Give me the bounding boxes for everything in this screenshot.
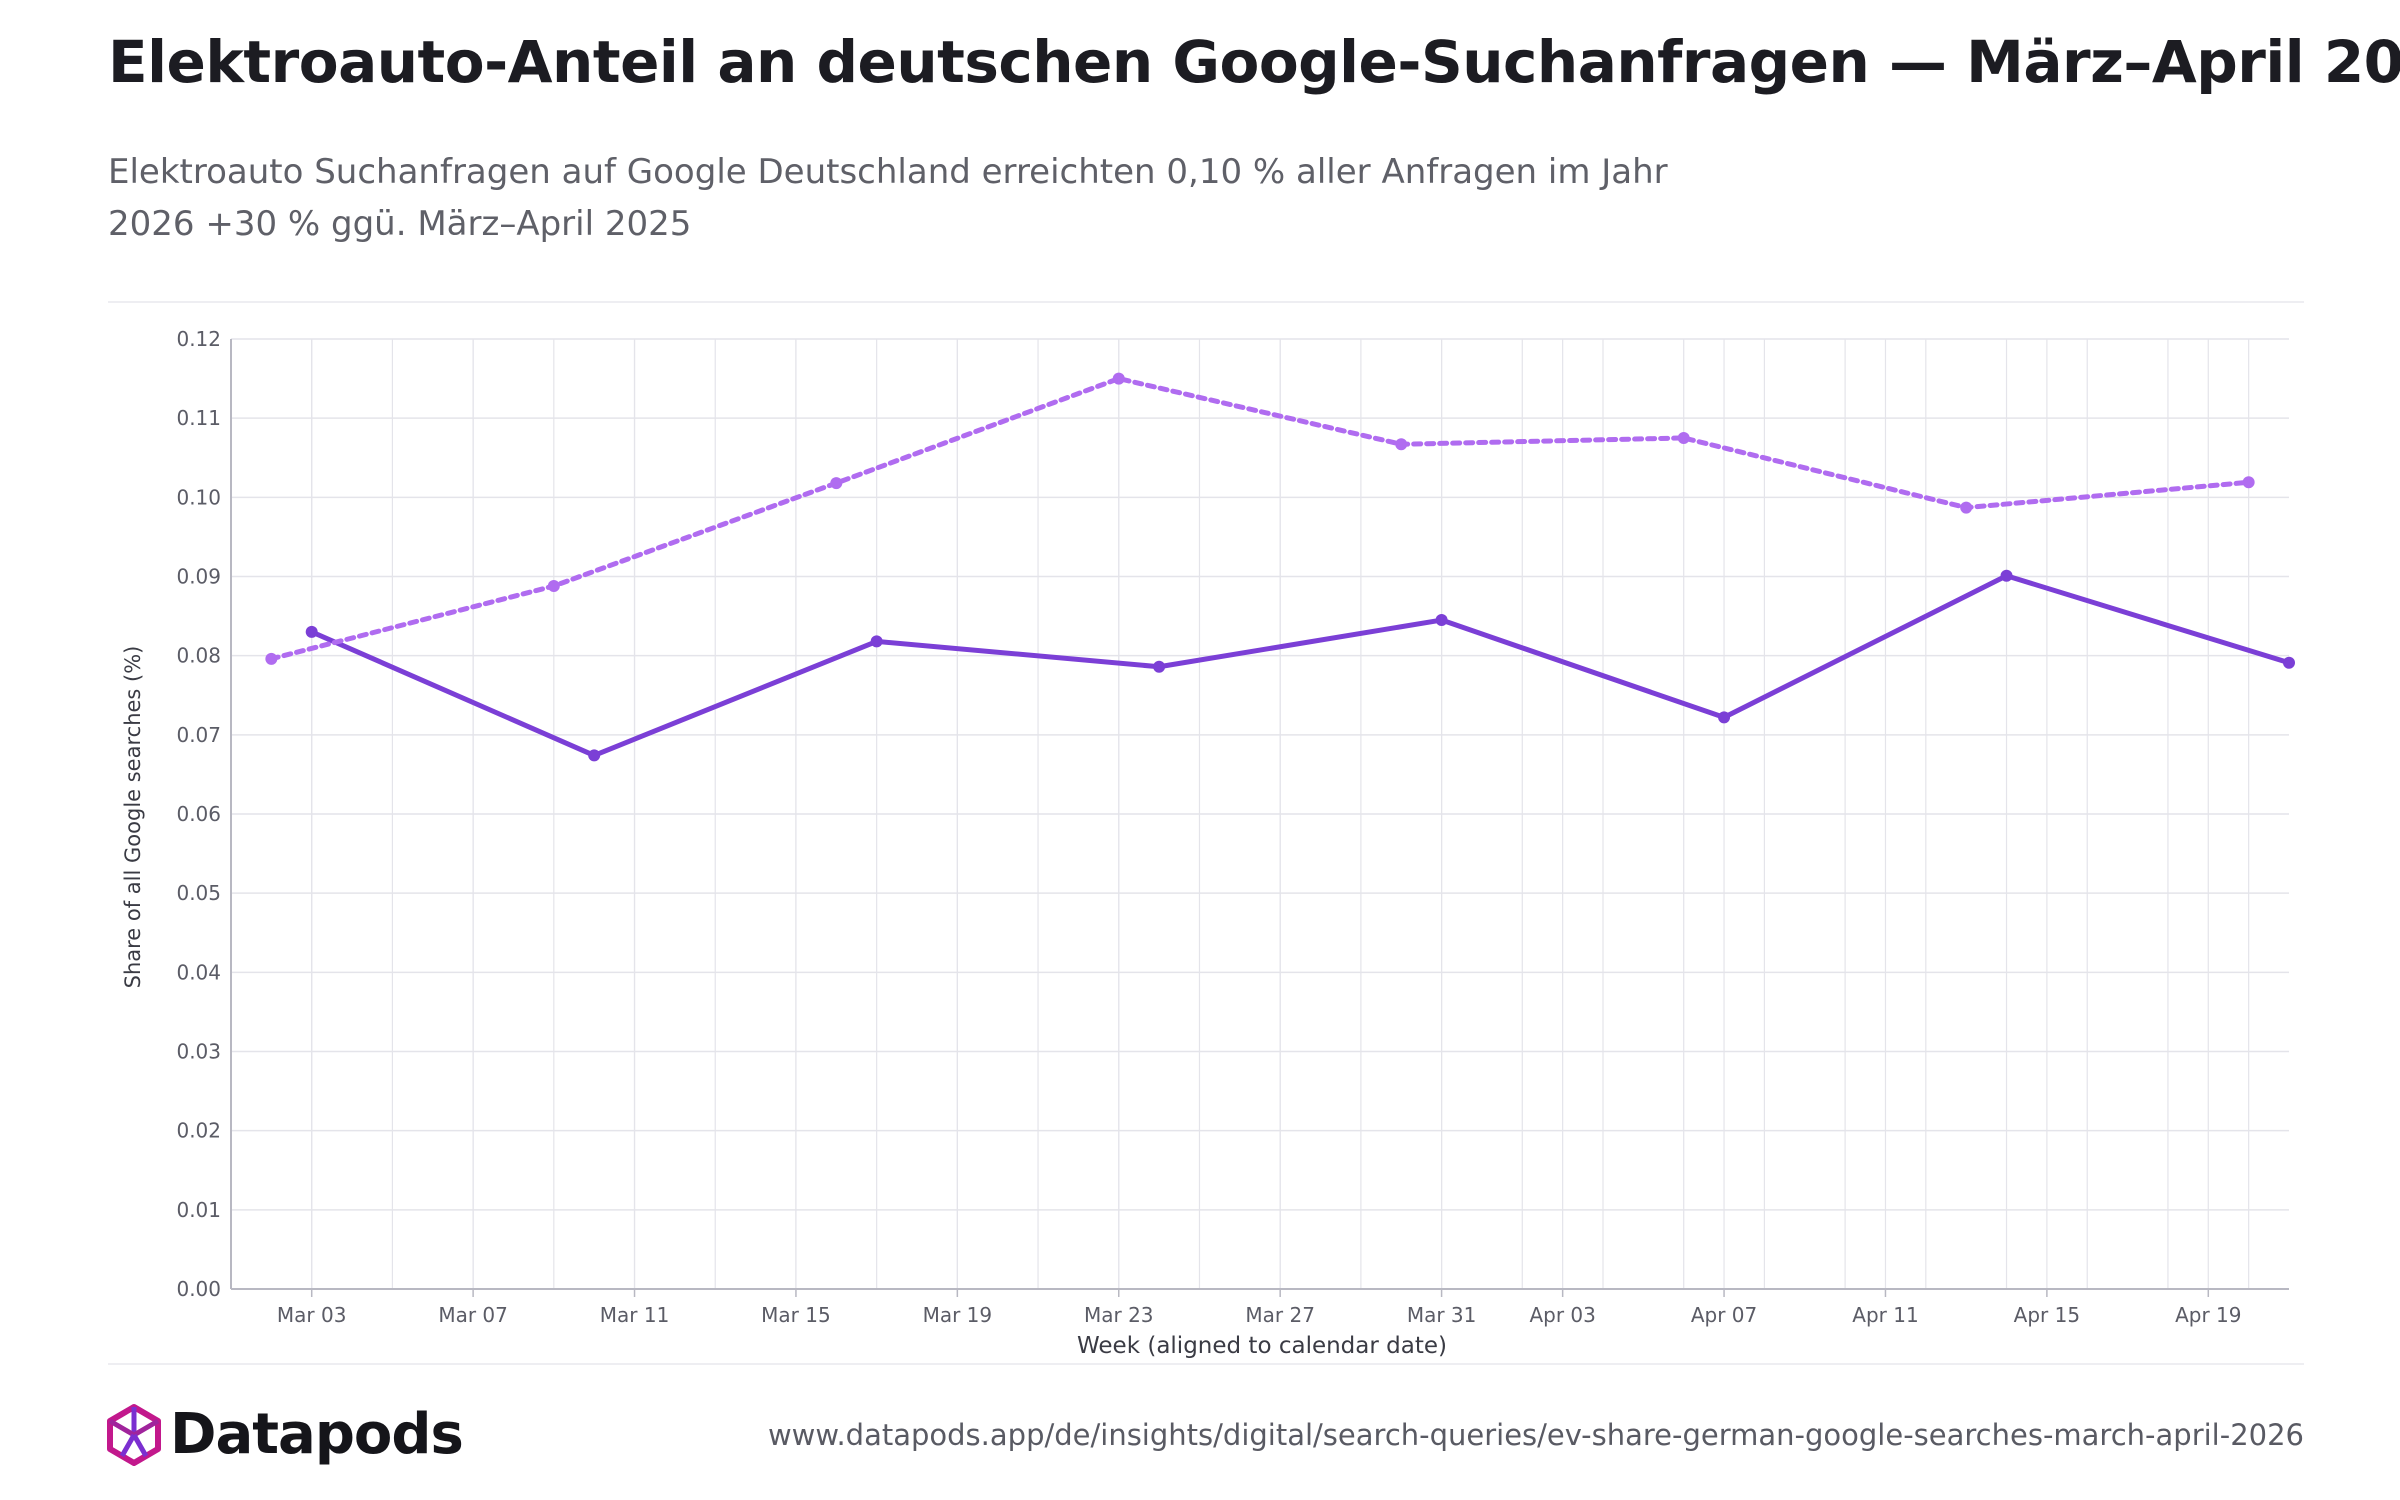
y-tick-label: 0.01 [176, 1198, 221, 1222]
dotted-series-line [268, 376, 2252, 662]
chart-subtitle: Elektroauto Suchanfragen auf Google Deut… [108, 146, 1708, 250]
y-tick-label: 0.10 [176, 485, 221, 509]
dotted-series-point [1112, 372, 1125, 385]
y-axis-title: Share of all Google searches (%) [121, 646, 145, 989]
solid-series-point [870, 635, 883, 648]
datapods-logo-icon [107, 1403, 161, 1466]
solid-series-point [588, 749, 601, 762]
bottom-divider [108, 1363, 2304, 1365]
y-tick-label: 0.03 [176, 1040, 221, 1064]
x-tick-label: Apr 19 [2175, 1303, 2241, 1327]
axes [230, 339, 2289, 1290]
solid-series-point [2283, 656, 2295, 669]
dotted-series-point [265, 652, 278, 665]
subtitle-line-1: Elektroauto Suchanfragen auf Google Deut… [108, 152, 1668, 192]
x-tick-label: Mar 19 [923, 1303, 993, 1327]
x-tick-label: Mar 11 [600, 1303, 670, 1327]
solid-series-point [1435, 614, 1448, 627]
x-tick-label: Apr 03 [1529, 1303, 1595, 1327]
y-gridlines [231, 338, 2289, 1290]
x-tick-label: Mar 27 [1245, 1303, 1315, 1327]
source-url[interactable]: www.datapods.app/de/insights/digital/sea… [767, 1418, 2304, 1452]
y-tick-label: 0.12 [176, 327, 221, 351]
x-tick-label: Apr 11 [1852, 1303, 1918, 1327]
y-tick-label: 0.04 [176, 960, 221, 984]
y-tick-label: 0.07 [176, 723, 221, 747]
y-tick-label: 0.05 [176, 881, 221, 905]
x-tick-label: Mar 23 [1084, 1303, 1154, 1327]
series-layer [265, 372, 2295, 762]
y-tick-labels: 0.00 0.01 0.02 0.03 0.04 0.05 0.06 0.07 0.08 0.09… [176, 327, 221, 1301]
x-tick-label: Mar 07 [438, 1303, 508, 1327]
chart-title: Elektroauto-Anteil an deutschen Google-S… [108, 28, 2400, 96]
x-tick-label: Apr 07 [1691, 1303, 1757, 1327]
solid-series-point [1718, 711, 1731, 724]
dotted-series-point [1960, 501, 1973, 514]
brand-name: Datapods [170, 1402, 464, 1467]
x-tick-label: Mar 15 [761, 1303, 831, 1327]
top-divider [108, 301, 2304, 303]
dotted-series-point [1677, 431, 1690, 444]
x-axis-title: Week (aligned to calendar date) [1077, 1333, 1447, 1359]
datapods-logo: Datapods [104, 1402, 464, 1467]
y-tick-label: 0.09 [176, 565, 221, 589]
dotted-series-point [547, 580, 560, 592]
x-tick-labels: Mar 03 Mar 07 Mar 11 Mar 15 Mar 19 Mar 23 Mar … [277, 1289, 2241, 1327]
dotted-series-point [2242, 476, 2255, 489]
y-tick-label: 0.02 [176, 1119, 221, 1143]
x-tick-label: Mar 03 [277, 1303, 347, 1327]
x-tick-label: Mar 31 [1407, 1303, 1477, 1327]
y-tick-label: 0.06 [176, 802, 221, 826]
x-tick-label: Apr 15 [2014, 1303, 2080, 1327]
solid-series-line [309, 573, 2292, 758]
subtitle-line-2: 2026 +30 % ggü. März–April 2025 [108, 204, 692, 244]
dotted-series-point [830, 477, 843, 490]
y-tick-label: 0.11 [176, 406, 221, 430]
solid-series-point [1153, 660, 1166, 673]
y-tick-label: 0.08 [176, 644, 221, 668]
dotted-series-point [1395, 438, 1408, 451]
y-tick-label: 0.00 [176, 1277, 221, 1301]
solid-series-point [2000, 569, 2013, 582]
solid-series-point [305, 625, 318, 638]
